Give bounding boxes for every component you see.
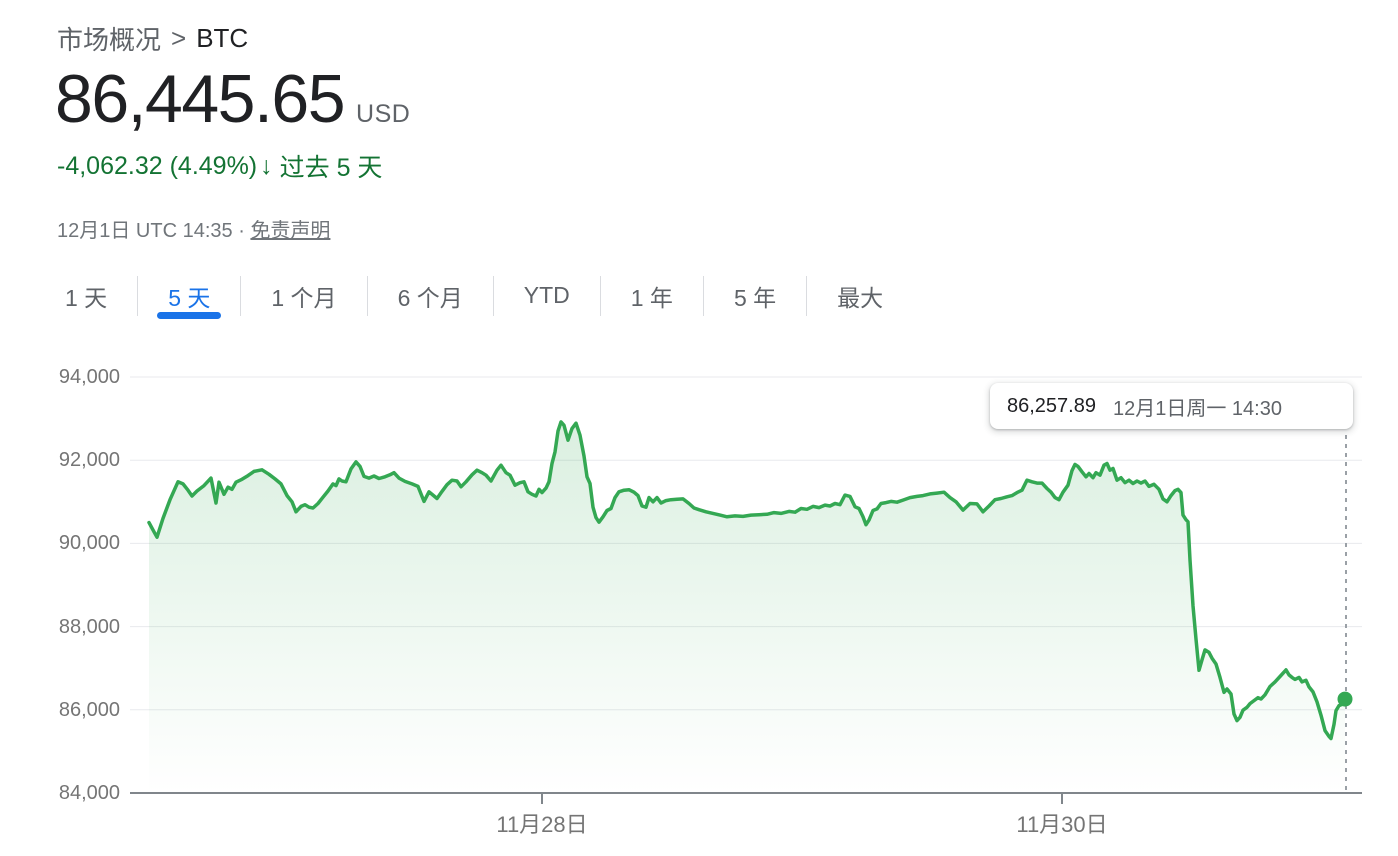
tab-separator	[492, 275, 494, 316]
tab-5y[interactable]: 5 年	[733, 284, 777, 311]
tab-6m[interactable]: 6 个月	[397, 284, 463, 311]
y-axis-label: 90,000	[58, 532, 120, 555]
price-value: 86,445.65	[55, 61, 346, 137]
price-chart[interactable]: 94,000 92,000 90,000 88,000 86,000 84,000 11月2…	[0, 355, 1398, 856]
y-axis-label: 84,000	[58, 782, 120, 804]
breadcrumb-current-symbol: BTC	[196, 23, 249, 53]
currency-label: USD	[356, 100, 411, 128]
tooltip-price: 86,257.89	[1007, 394, 1096, 417]
x-axis-label: 11月28日	[496, 812, 588, 837]
tab-1m[interactable]: 1 个月	[271, 284, 337, 311]
tab-separator	[240, 275, 242, 316]
y-axis-label: 94,000	[58, 366, 120, 388]
range-tabs: 1 天 5 天 1 个月 6 个月 YTD 1 年 5 年 最大	[35, 272, 913, 319]
dot-separator: ·	[238, 220, 245, 242]
tab-separator	[599, 275, 601, 316]
price-change-value: -4,062.32 (4.49%)	[57, 151, 258, 180]
y-axis-label: 88,000	[58, 615, 120, 638]
tab-ytd[interactable]: YTD	[523, 282, 570, 308]
disclaimer-link[interactable]: 免责声明	[250, 220, 331, 242]
x-axis-label: 11月30日	[1016, 812, 1108, 837]
quote-timestamp-row: 12月1日 UTC 14:35 · 免责声明	[57, 214, 330, 243]
price-row: 86,445.65 USD	[55, 62, 410, 137]
breadcrumb-separator: >	[171, 23, 187, 53]
tooltip-datetime: 12月1日周一 14:30	[1112, 397, 1282, 420]
breadcrumb: 市场概况 > BTC	[57, 20, 248, 57]
price-change-row: -4,062.32 (4.49%) ↓ 过去 5 天	[57, 148, 382, 184]
tab-separator	[137, 275, 139, 316]
tab-separator	[806, 275, 808, 316]
tab-separator	[702, 275, 704, 316]
tab-5d[interactable]: 5 天	[138, 272, 240, 319]
tab-max[interactable]: 最大	[837, 284, 884, 311]
chart-tooltip: 86,257.89 12月1日周一 14:30	[990, 383, 1353, 429]
chart-canvas[interactable]	[0, 355, 1398, 856]
tab-1d[interactable]: 1 天	[65, 284, 108, 311]
last-price-marker	[1337, 691, 1353, 707]
active-tab-indicator	[157, 312, 222, 319]
y-axis-label: 86,000	[58, 698, 120, 721]
tab-separator	[366, 275, 368, 316]
price-change-period: 过去 5 天	[279, 154, 383, 182]
quote-timestamp: 12月1日 UTC 14:35	[57, 220, 233, 242]
breadcrumb-market-overview-link[interactable]: 市场概况	[57, 25, 162, 55]
arrow-down-icon: ↓	[260, 151, 273, 180]
y-axis-label: 92,000	[58, 449, 120, 472]
tab-1y[interactable]: 1 年	[630, 284, 673, 311]
